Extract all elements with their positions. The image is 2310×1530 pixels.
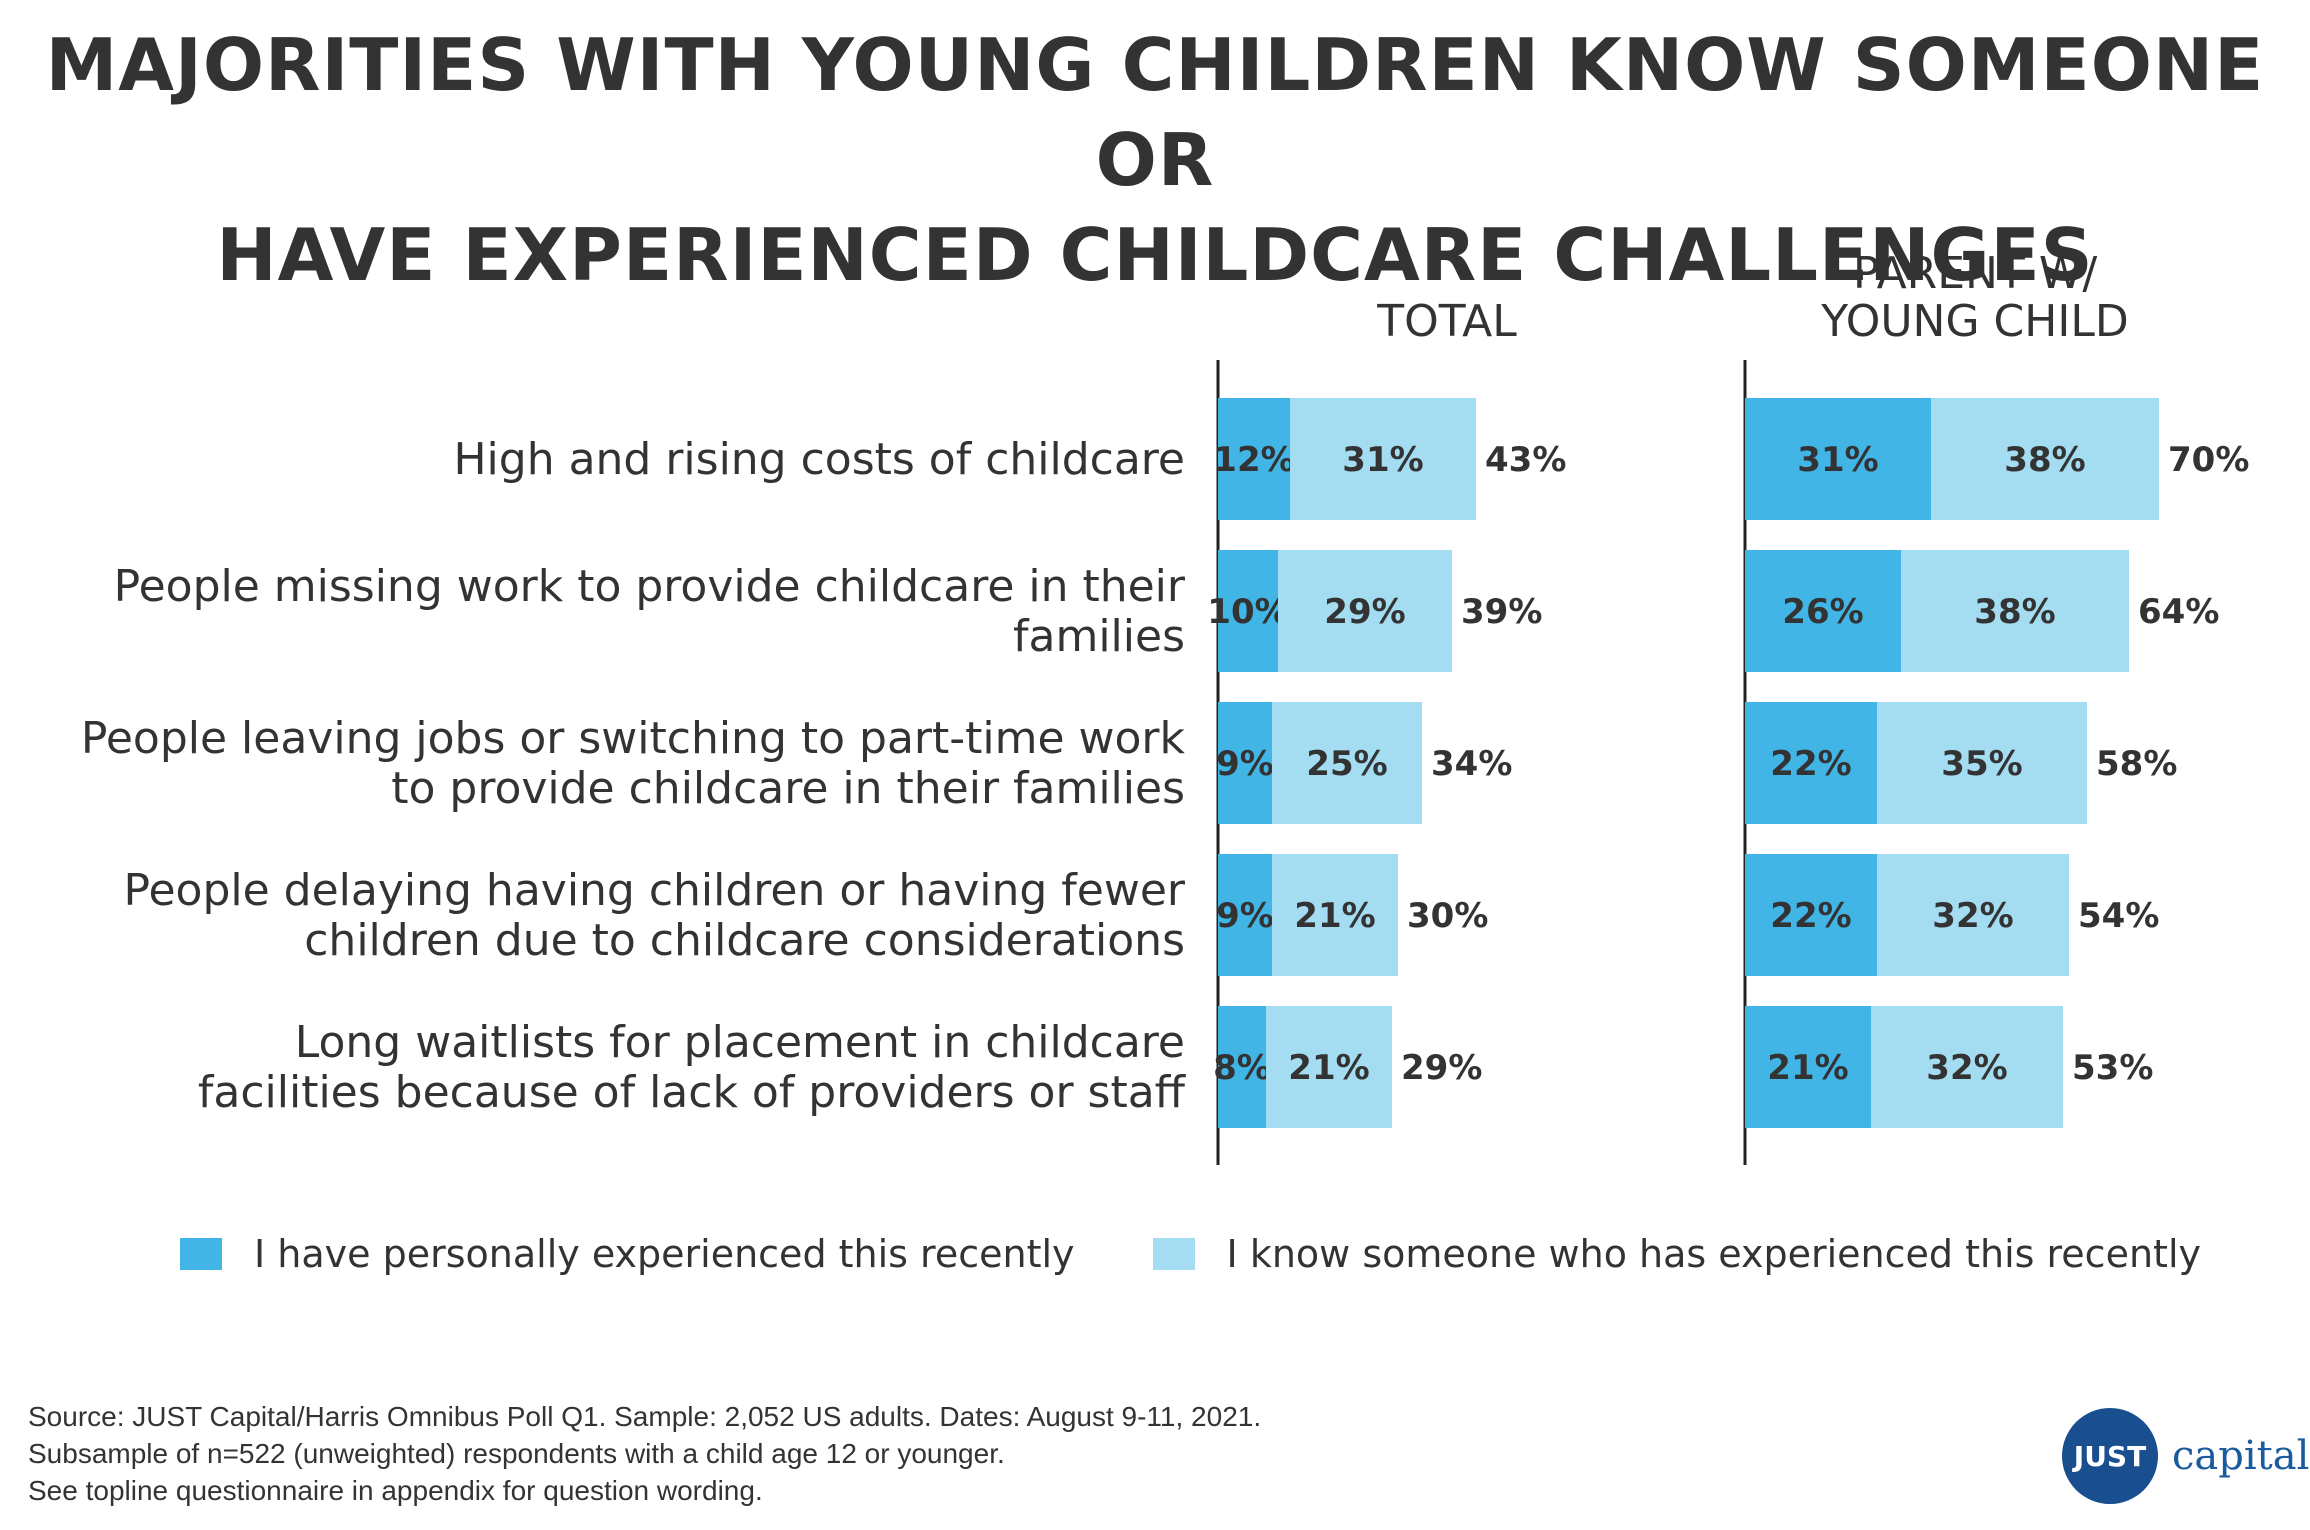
logo-wordmark: capital [2172, 1433, 2310, 1479]
total-label-total-row-5: 29% [1401, 1048, 1482, 1088]
category-label-5-line-2: facilities because of lack of providers … [198, 1067, 1187, 1118]
source-line-3: See topline questionnaire in appendix fo… [28, 1475, 763, 1506]
chart-title-line-2: HAVE EXPERIENCED CHILDCARE CHALLENGES [216, 213, 2094, 297]
bar-total-row-3-know-someone [1272, 702, 1422, 824]
legend-swatch-personal [180, 1238, 222, 1270]
bar-label-parent-row-2-personal: 26% [1782, 592, 1863, 632]
bar-label-parent-row-5-know-someone: 32% [1926, 1048, 2007, 1088]
bar-parent-row-2-know-someone [1901, 550, 2129, 672]
bar-total-row-1-know-someone [1290, 398, 1476, 520]
legend: I have personally experienced this recen… [180, 1232, 2279, 1276]
bar-label-total-row-2-personal: 10% [1207, 592, 1288, 632]
bar-label-parent-row-1-know-someone: 38% [2004, 440, 2085, 480]
bar-total-row-2-know-someone [1278, 550, 1452, 672]
bar-label-parent-row-3-personal: 22% [1770, 744, 1851, 784]
bar-total-row-5-know-someone [1266, 1006, 1392, 1128]
bar-label-total-row-1-personal: 12% [1213, 440, 1294, 480]
source-line-2: Subsample of n=522 (unweighted) responde… [28, 1438, 1005, 1469]
legend-swatch-know-someone [1152, 1238, 1195, 1270]
bar-label-total-row-3-personal: 9% [1216, 744, 1274, 784]
bar-parent-row-2-personal [1745, 550, 1901, 672]
total-label-total-row-2: 39% [1461, 592, 1542, 632]
bar-label-total-row-4-know-someone: 21% [1294, 896, 1375, 936]
category-label-2-line-2: families [1013, 611, 1185, 662]
bar-label-total-row-3-know-someone: 25% [1306, 744, 1387, 784]
bar-parent-row-4-personal [1745, 854, 1877, 976]
panel-title-parent-1: PARENT W/ [1853, 248, 2097, 299]
bar-parent-row-5-personal [1745, 1006, 1871, 1128]
total-label-total-row-3: 34% [1431, 744, 1512, 784]
bar-label-parent-row-4-know-someone: 32% [1932, 896, 2013, 936]
just-capital-logo: JUST capital [2062, 1408, 2309, 1504]
bar-parent-row-3-know-someone [1877, 702, 2087, 824]
category-label-1-line-1: High and rising costs of childcare [453, 434, 1185, 485]
bar-parent-row-3-personal [1745, 702, 1877, 824]
source-note: Source: JUST Capital/Harris Omnibus Poll… [28, 1398, 1261, 1509]
bar-label-total-row-4-personal: 9% [1216, 896, 1274, 936]
bar-label-parent-row-2-know-someone: 38% [1974, 592, 2055, 632]
legend-label-personal: I have personally experienced this recen… [254, 1232, 1075, 1276]
chart-title: MAJORITIES WITH YOUNG CHILDREN KNOW SOME… [0, 18, 2310, 303]
category-label-2-line-1: People missing work to provide childcare… [114, 561, 1186, 612]
bar-total-row-1-personal [1218, 398, 1290, 520]
total-label-parent-row-2: 64% [2138, 592, 2219, 632]
panel-title-total-1: TOTAL [1376, 296, 1517, 347]
category-label-3-line-1: People leaving jobs or switching to part… [81, 713, 1186, 764]
total-label-parent-row-5: 53% [2072, 1048, 2153, 1088]
source-line-1: Source: JUST Capital/Harris Omnibus Poll… [28, 1401, 1262, 1432]
total-label-parent-row-1: 70% [2168, 440, 2249, 480]
bar-parent-row-5-know-someone [1871, 1006, 2063, 1128]
bar-label-total-row-1-know-someone: 31% [1342, 440, 1423, 480]
bar-total-row-2-personal [1218, 550, 1278, 672]
stacked-bar-chart: TOTAL High and rising costs of childcare 1… [81, 248, 2249, 1165]
bar-label-parent-row-5-personal: 21% [1767, 1048, 1848, 1088]
total-label-parent-row-3: 58% [2096, 744, 2177, 784]
bar-parent-row-1-personal [1745, 398, 1931, 520]
chart-title-line-1: MAJORITIES WITH YOUNG CHILDREN KNOW SOME… [45, 23, 2265, 202]
bar-parent-row-1-know-someone [1931, 398, 2159, 520]
legend-item-know-someone: I know someone who has experienced this … [1152, 1232, 2201, 1276]
legend-item-personal: I have personally experienced this recen… [180, 1232, 1075, 1276]
total-label-total-row-4: 30% [1407, 896, 1488, 936]
bar-label-total-row-2-know-someone: 29% [1324, 592, 1405, 632]
bar-total-row-4-personal [1218, 854, 1272, 976]
bar-label-parent-row-3-know-someone: 35% [1941, 744, 2022, 784]
legend-label-know-someone: I know someone who has experienced this … [1226, 1232, 2201, 1276]
bar-total-row-3-personal [1218, 702, 1272, 824]
bar-parent-row-4-know-someone [1877, 854, 2069, 976]
total-label-parent-row-4: 54% [2078, 896, 2159, 936]
bar-label-parent-row-4-personal: 22% [1770, 896, 1851, 936]
category-label-4-line-2: children due to childcare considerations [304, 915, 1185, 966]
bar-label-total-row-5-know-someone: 21% [1288, 1048, 1369, 1088]
category-label-3-line-2: to provide childcare in their families [391, 763, 1185, 814]
bar-label-parent-row-1-personal: 31% [1797, 440, 1878, 480]
bar-total-row-4-know-someone [1272, 854, 1398, 976]
panel-title-parent-2: YOUNG CHILD [1820, 296, 2128, 347]
total-label-total-row-1: 43% [1485, 440, 1566, 480]
bar-total-row-5-personal [1218, 1006, 1266, 1128]
category-label-4-line-1: People delaying having children or havin… [124, 865, 1186, 916]
bar-label-total-row-5-personal: 8% [1213, 1048, 1271, 1088]
category-label-5-line-1: Long waitlists for placement in childcar… [295, 1017, 1185, 1068]
logo-badge: JUST [2062, 1408, 2158, 1504]
